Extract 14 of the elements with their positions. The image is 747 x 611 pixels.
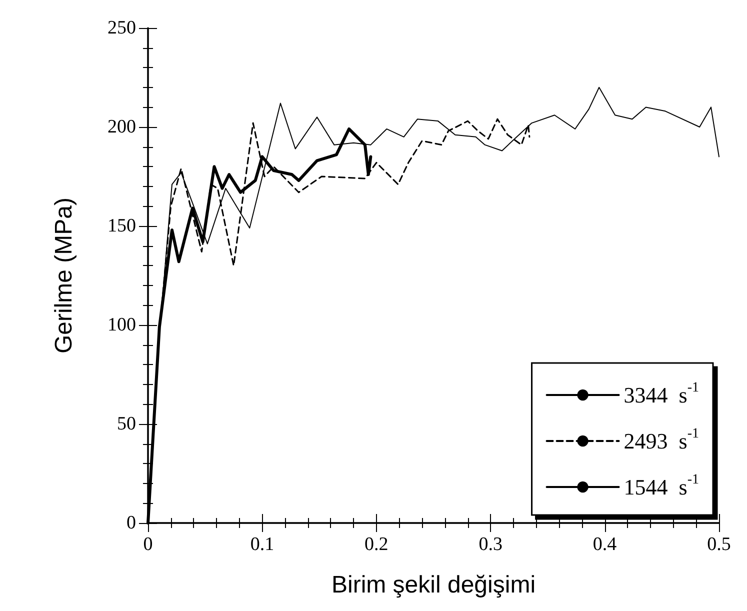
x-axis-title: Birim şekil değişimi xyxy=(331,572,536,598)
y-tick-label: 0 xyxy=(126,512,136,534)
x-tick-label: 0.3 xyxy=(478,534,502,555)
y-tick-label: 200 xyxy=(108,116,136,138)
x-tick-label: 0.1 xyxy=(250,534,274,555)
y-tick-label: 150 xyxy=(108,216,136,236)
y-axis-title: Gerilme (MPa) xyxy=(50,197,78,354)
y-tick-label: 100 xyxy=(108,314,136,336)
x-tick-label: 0.2 xyxy=(364,534,388,555)
y-tick-label: 50 xyxy=(117,414,136,434)
x-tick-label: 0.4 xyxy=(592,534,618,555)
x-tick-label: 0.5 xyxy=(707,534,731,555)
x-tick-label: 0 xyxy=(143,534,153,555)
y-tick-label: 250 xyxy=(108,18,136,38)
